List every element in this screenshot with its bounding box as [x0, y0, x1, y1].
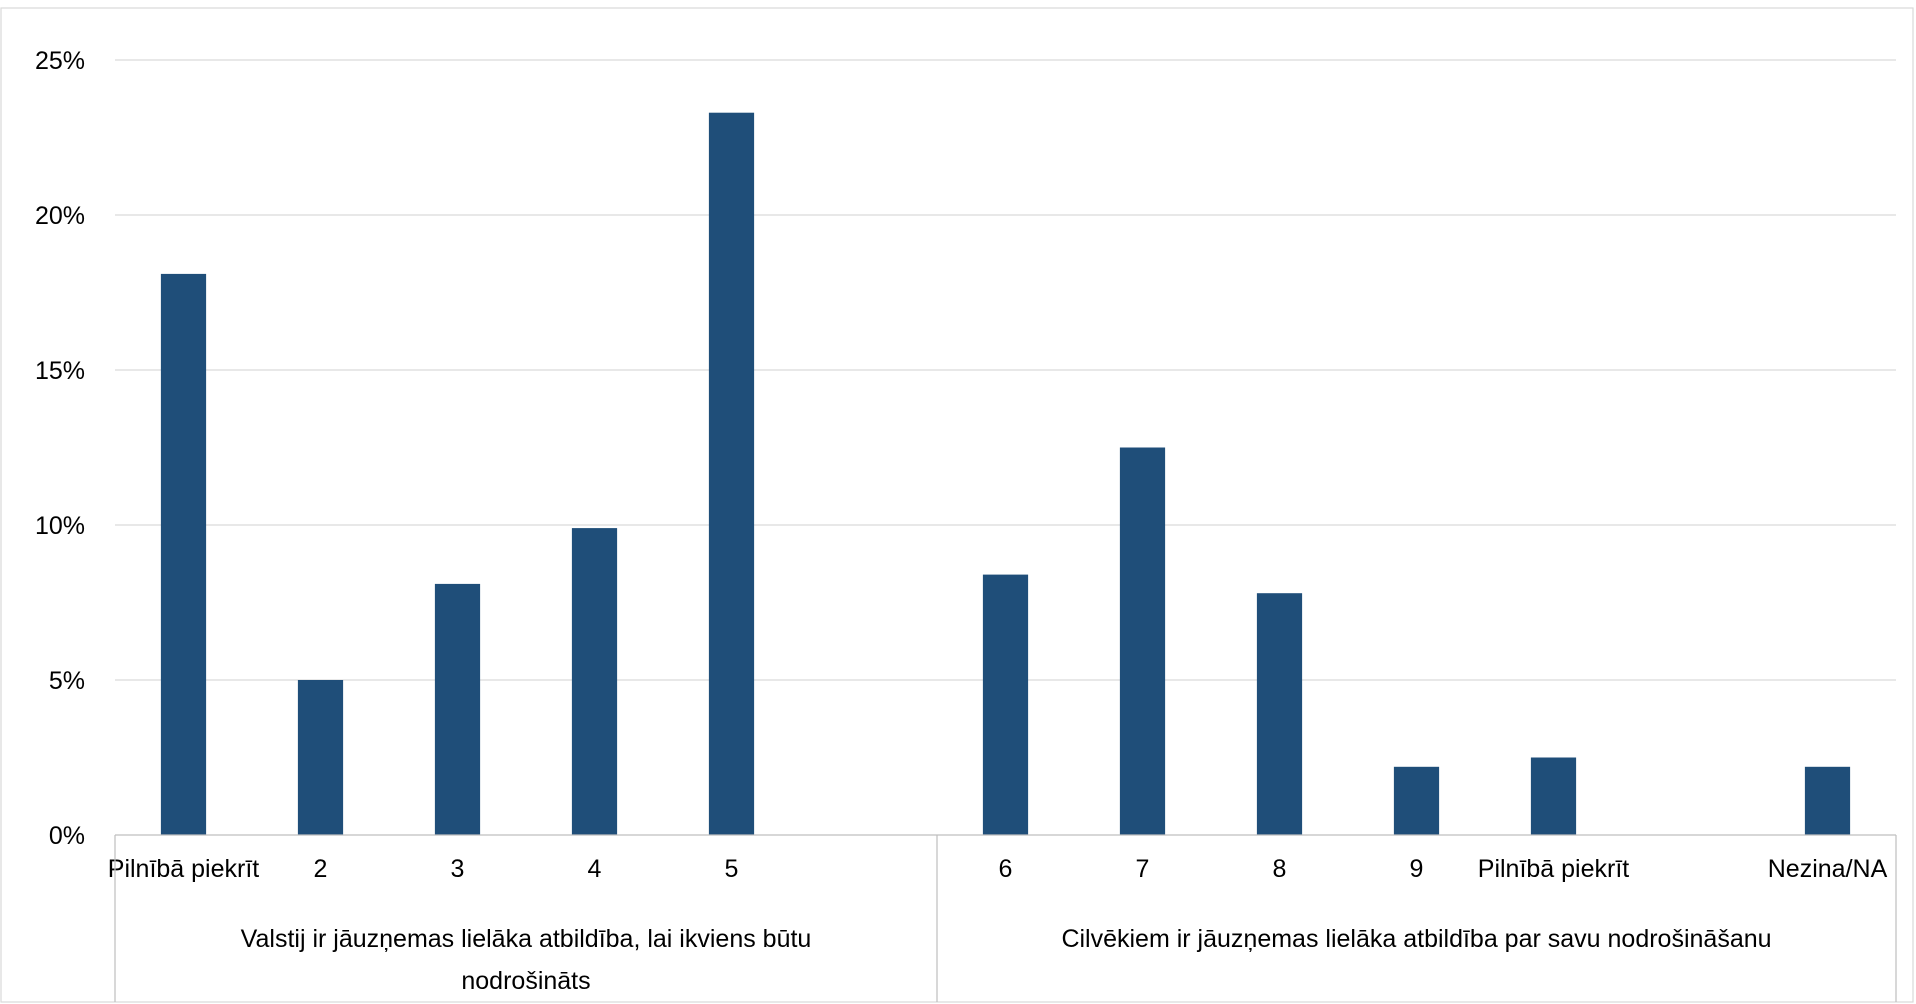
y-tick-label: 5% [49, 667, 85, 695]
x-axis-ticks: Pilnībā piekrīt 2 3 4 5 6 7 8 9 Pilnībā piekrīt Ne… [108, 855, 1888, 883]
bar [1256, 593, 1303, 835]
bars [160, 112, 1851, 835]
bar [160, 273, 207, 835]
x-tick-label: 7 [1136, 855, 1150, 883]
x-tick-label: 8 [1273, 855, 1287, 883]
group-label: nodrošināts [461, 967, 590, 995]
bar [297, 680, 344, 835]
y-tick-label: 15% [35, 357, 85, 385]
category-groups: Valstij ir jāuzņemas lielāka atbildība, … [114, 835, 1897, 1002]
y-tick-label: 25% [35, 47, 85, 75]
x-tick-label: Nezina/NA [1768, 855, 1888, 883]
bar [708, 112, 755, 835]
bar [434, 583, 481, 835]
bar [1804, 766, 1851, 835]
x-tick-label: 9 [1410, 855, 1424, 883]
group-label: Valstij ir jāuzņemas lielāka atbildība, … [241, 925, 812, 953]
y-tick-label: 20% [35, 202, 85, 230]
x-tick-label: Pilnībā piekrīt [108, 855, 260, 883]
x-tick-label: 6 [999, 855, 1013, 883]
x-tick-label: 4 [588, 855, 602, 883]
bar [1393, 766, 1440, 835]
gridlines [115, 59, 1896, 681]
y-tick-label: 10% [35, 512, 85, 540]
x-tick-label: 3 [451, 855, 465, 883]
bar [1530, 757, 1577, 835]
bar [1119, 447, 1166, 835]
bar [982, 574, 1029, 835]
x-tick-label: Pilnībā piekrīt [1478, 855, 1630, 883]
x-tick-label: 2 [314, 855, 328, 883]
chart-frame [0, 7, 1914, 1003]
y-tick-label: 0% [49, 822, 85, 850]
y-axis-ticks: 0% 5% 10% 15% 20% 25% [35, 47, 85, 850]
x-tick-label: 5 [725, 855, 739, 883]
group-label: Cilvēkiem ir jāuzņemas lielāka atbildība… [1061, 925, 1771, 953]
bar [571, 528, 618, 835]
